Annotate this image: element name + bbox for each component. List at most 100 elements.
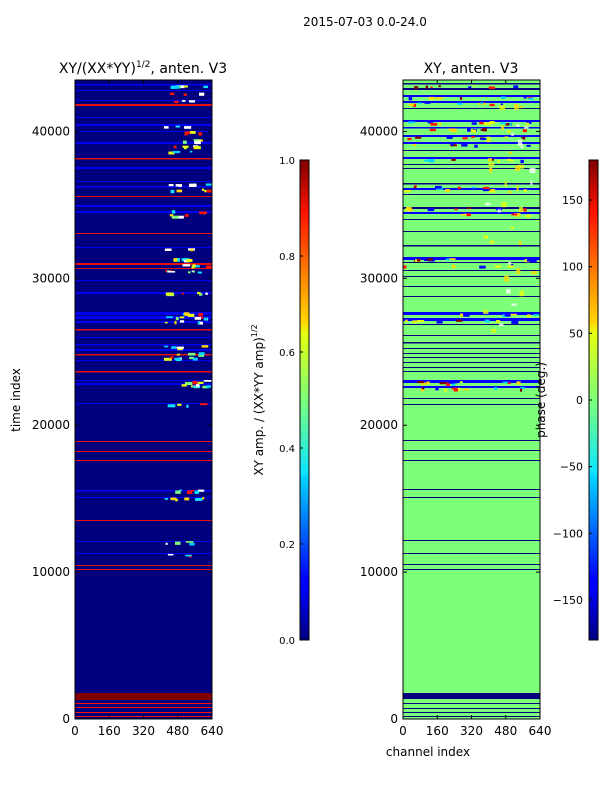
phase-x-tick-label: 320 (460, 724, 483, 738)
phase-heatmap-speckle (502, 381, 508, 384)
phase-heatmap-speckle (438, 85, 441, 88)
phase-heatmap-row (403, 357, 540, 358)
amplitude-heatmap-row (75, 520, 212, 521)
phase-heatmap-speckle (446, 136, 453, 139)
phase-heatmap-speckle (516, 124, 520, 127)
phase-heatmap-row (403, 703, 540, 704)
amplitude-x-tick-label: 320 (132, 724, 155, 738)
phase-chart: XY, anten. V3 0 160 320 480 640 0 10000 20000 30… (360, 61, 552, 759)
phase-heatmap-row (403, 497, 540, 498)
phase-heatmap-speckle (513, 103, 519, 110)
amplitude-heatmap-speckle (192, 264, 196, 268)
phase-heatmap-speckle (454, 208, 458, 211)
phase-heatmap-speckle (525, 122, 530, 126)
phase-heatmap-speckle (466, 213, 471, 217)
phase-heatmap-speckle (429, 158, 435, 163)
phase-heatmap-speckle (426, 381, 430, 385)
amplitude-heatmap-speckle (185, 541, 194, 543)
amplitude-heatmap-row (75, 337, 212, 338)
amplitude-heatmap-speckle (186, 259, 193, 262)
phase-heatmap-row (403, 188, 540, 190)
amplitude-heatmap-speckle (193, 146, 201, 150)
phase-colorbar-label: phase (deg.) (534, 362, 548, 438)
amplitude-heatmap-speckle (189, 542, 195, 546)
phase-heatmap-speckle (456, 102, 463, 105)
amplitude-heatmap-speckle (174, 357, 181, 361)
amplitude-heatmap-speckle (186, 490, 193, 494)
amplitude-colorbar-frame (299, 159, 310, 641)
phase-heatmap-speckle (507, 129, 512, 133)
phase-heatmap-row (403, 489, 540, 490)
amplitude-heatmap-speckle (167, 270, 176, 273)
phase-heatmap-speckle (470, 129, 477, 133)
phase-heatmap-speckle (480, 137, 487, 140)
phase-heatmap-speckle (484, 122, 491, 126)
amplitude-heatmap-row (75, 104, 212, 106)
phase-x-tick-label: 160 (426, 724, 449, 738)
amplitude-heatmap-speckle (174, 258, 178, 262)
amplitude-heatmap-speckle (206, 385, 211, 388)
phase-heatmap-row (403, 553, 540, 554)
phase-heatmap-row (403, 342, 540, 344)
amplitude-heatmap-row (75, 196, 212, 197)
amplitude-heatmap-speckle (203, 380, 212, 382)
amplitude-heatmap-row (75, 703, 212, 704)
amplitude-heatmap-block (75, 693, 212, 700)
phase-heatmap-row (403, 257, 540, 260)
amplitude-y-tick-label: 10000 (32, 565, 70, 579)
phase-heatmap-speckle (428, 97, 435, 100)
amplitude-heatmap-speckle (184, 497, 190, 501)
phase-heatmap-speckle (427, 208, 435, 212)
amplitude-heatmap-speckle (206, 189, 212, 193)
amplitude-chart: XY/(XX*YY)1/2, anten. V3 0 160 320 480 640 0 1… (9, 60, 227, 738)
amplitude-heatmap-speckle (191, 489, 195, 492)
phase-heatmap-row (403, 569, 540, 570)
phase-heatmap-speckle (494, 265, 502, 268)
phase-heatmap-speckle (424, 102, 431, 104)
phase-heatmap-speckle (488, 190, 496, 193)
phase-heatmap-speckle (531, 271, 538, 275)
amplitude-heatmap-speckle (197, 489, 205, 492)
amplitude-heatmap-speckle (205, 292, 208, 295)
amplitude-colorbar-label: XY amp. / (XX*YY amp)1/2 (250, 324, 266, 475)
phase-heatmap-speckle (420, 388, 424, 392)
phase-heatmap-speckle (506, 158, 512, 161)
amplitude-heatmap-speckle (182, 140, 187, 144)
amplitude-heatmap-row (75, 117, 212, 118)
amplitude-heatmap-speckle (164, 498, 169, 500)
phase-heatmap-speckle (451, 158, 456, 161)
phase-heatmap-row (403, 286, 540, 287)
amplitude-heatmap-speckle (174, 100, 179, 104)
amplitude-heatmap-background (75, 80, 212, 719)
amplitude-heatmap-speckle (189, 356, 194, 360)
phase-heatmap-row (403, 404, 540, 405)
phase-heatmap-speckle (417, 102, 421, 105)
phase-heatmap-speckle (445, 258, 453, 261)
figure-suptitle: 2015-07-03 0.0-24.0 (303, 15, 427, 29)
phase-heatmap-speckle (461, 144, 468, 147)
amplitude-heatmap-speckle (183, 93, 187, 96)
phase-heatmap-speckle (518, 240, 522, 245)
amplitude-heatmap-speckle (198, 132, 203, 136)
amplitude-heatmap-row (75, 565, 212, 566)
phase-heatmap-speckle (497, 159, 500, 163)
amplitude-heatmap-speckle (205, 265, 212, 269)
phase-heatmap-speckle (421, 387, 425, 390)
phase-heatmap-speckle (444, 388, 447, 392)
phase-heatmap-speckle (427, 121, 433, 124)
amplitude-heatmap-speckle (165, 542, 168, 545)
phase-heatmap-speckle (407, 137, 412, 141)
phase-colorbar: −150 −100 −50 0 50 100 150 phase (deg.) (534, 159, 599, 641)
amplitude-heatmap-row (75, 263, 212, 265)
amplitude-y-tick-label: 20000 (32, 418, 70, 432)
amplitude-heatmap-speckle (202, 497, 205, 500)
phase-heatmap-row (403, 231, 540, 232)
phase-x-tick-label: 0 (399, 724, 407, 738)
phase-heatmap-row (403, 371, 540, 372)
amplitude-heatmap-row (75, 316, 212, 319)
phase-heatmap-speckle (530, 180, 533, 186)
amplitude-heatmap-row (75, 268, 212, 269)
amplitude-y-tick-label: 30000 (32, 271, 70, 285)
amplitude-colorbar-tick-label: 0.8 (279, 252, 295, 263)
phase-heatmap-speckle (483, 235, 488, 239)
